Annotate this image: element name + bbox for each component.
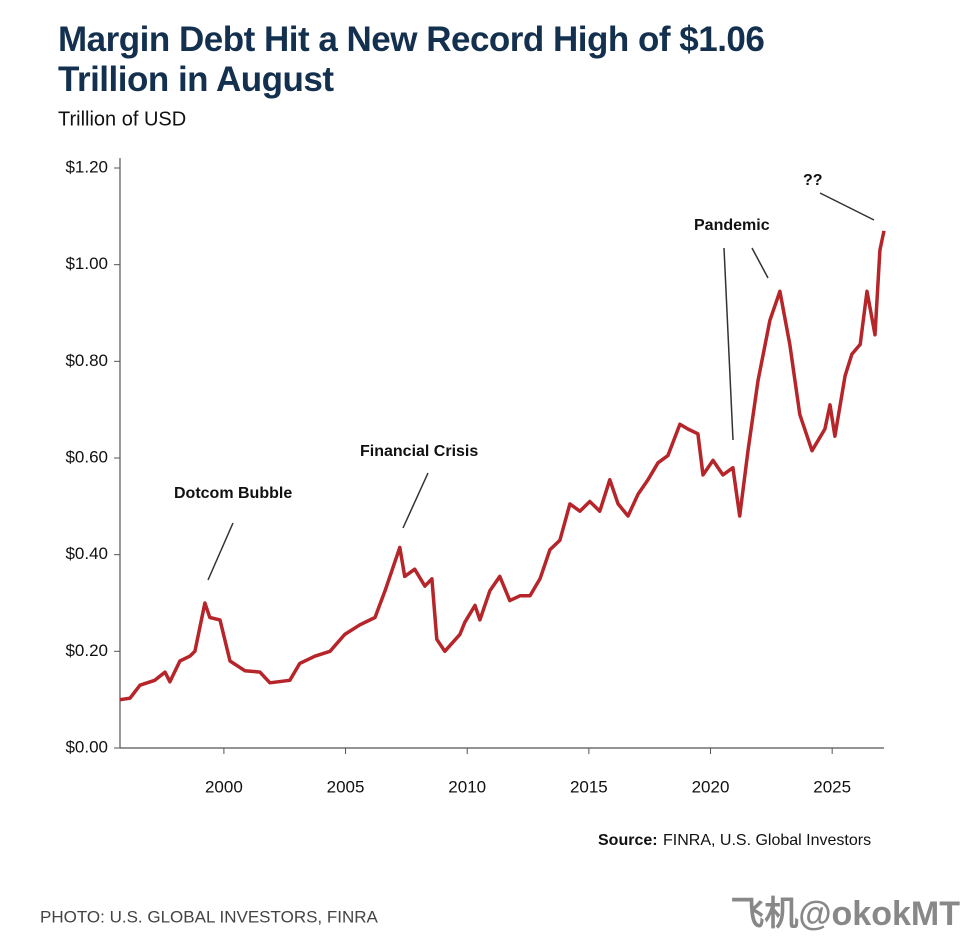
x-tick-label: 2015 <box>570 777 608 796</box>
x-tick-label: 2020 <box>692 777 730 796</box>
y-tick-label: $1.00 <box>65 254 108 273</box>
y-tick-label: $0.80 <box>65 351 108 370</box>
annotation: Financial Crisis <box>360 443 478 460</box>
x-tick-label: 2010 <box>448 777 486 796</box>
x-tick-label: 2000 <box>205 777 243 796</box>
annotation-pointer <box>723 247 734 441</box>
annotation: ?? <box>803 172 823 189</box>
annotation-pointer <box>207 522 234 581</box>
annotation-pointer <box>819 192 875 221</box>
annotation: Pandemic <box>694 217 770 234</box>
y-tick-label: $0.60 <box>65 447 108 466</box>
y-axis-label: Trillion of USD <box>58 108 186 130</box>
y-tick-label: $0.40 <box>65 544 108 563</box>
y-tick-label: $0.00 <box>65 737 108 756</box>
watermark: 飞机@okokMT <box>730 895 960 933</box>
x-tick-label: 2025 <box>813 777 851 796</box>
y-tick-label: $0.20 <box>65 641 108 660</box>
photo-credit: PHOTO: U.S. GLOBAL INVESTORS, FINRA <box>40 907 379 926</box>
x-tick-label: 2005 <box>327 777 365 796</box>
data-line <box>119 230 886 702</box>
source: FINRA, U.S. Global Investors <box>663 832 871 849</box>
source-label: Source: <box>598 832 658 849</box>
y-tick-label: $1.20 <box>65 157 108 176</box>
chart-title: Margin Debt Hit a New Record High of $1.… <box>58 20 765 99</box>
annotation-pointer <box>402 472 429 529</box>
annotation-pointer <box>751 247 769 279</box>
annotation: Dotcom Bubble <box>174 485 292 502</box>
